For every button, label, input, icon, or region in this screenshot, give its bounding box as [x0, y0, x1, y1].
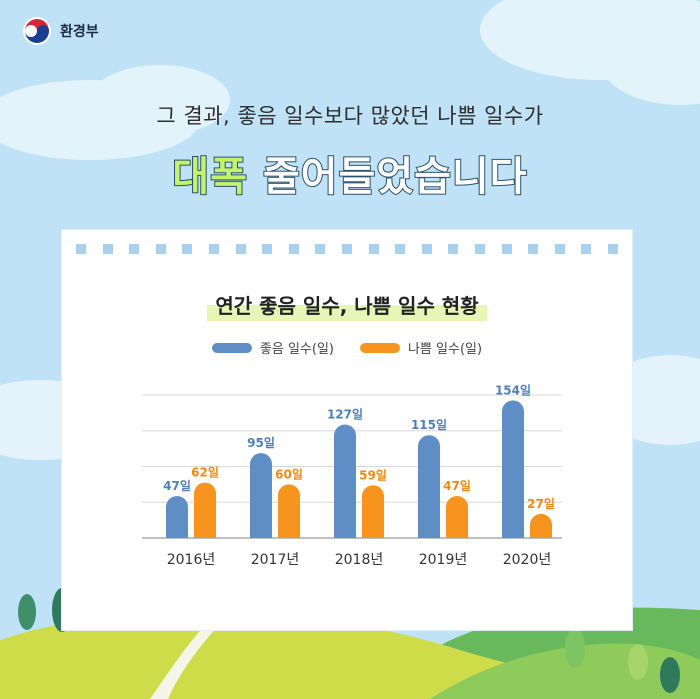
dash-mark [581, 244, 592, 254]
headline-title-rest: 줄어들었습니다 [248, 153, 528, 201]
dash-mark [155, 244, 166, 254]
headline-subtitle: 그 결과, 좋음 일수보다 많았던 나쁨 일수가 [156, 104, 544, 128]
dash-mark [341, 244, 352, 254]
dash-mark [421, 244, 432, 254]
legend-label-bad: 나쁨 일수(일) [408, 342, 483, 357]
x-tick-label: 2019년 [419, 552, 468, 568]
data-label: 27일 [527, 497, 555, 511]
dash-mark [182, 244, 193, 254]
dash-mark [448, 244, 459, 254]
cloud [600, 15, 700, 105]
legend-swatch-bad [360, 342, 400, 353]
chart-card: 연간 좋음 일수, 나쁨 일수 현황 좋음 일수(일) 나쁨 일수(일) 47일… [62, 230, 632, 630]
brand-name: 환경부 [60, 24, 99, 40]
data-label: 47일 [163, 479, 191, 493]
path-road [150, 620, 222, 699]
headline-title: 대폭 줄어들었습니다 [0, 144, 700, 202]
legend-item-good: 좋음 일수(일) [211, 338, 334, 357]
x-tick-label: 2020년 [503, 552, 552, 568]
x-tick-label: 2016년 [167, 552, 216, 568]
bar-good-days [334, 424, 356, 538]
x-tick-label: 2018년 [335, 552, 384, 568]
tree [660, 657, 680, 693]
data-label: 154일 [495, 383, 531, 397]
bar-bad-days [530, 513, 552, 538]
bar-good-days [502, 400, 524, 538]
headline-title-accent: 대폭 [171, 153, 249, 201]
dash-mark [315, 244, 326, 254]
data-label: 62일 [191, 466, 219, 480]
cloud [90, 65, 230, 135]
dash-mark [501, 244, 512, 254]
dash-mark [129, 244, 140, 254]
brand-logo: 환경부 [22, 16, 99, 46]
chart-title: 연간 좋음 일수, 나쁨 일수 현황 [207, 288, 487, 321]
dash-mark [262, 244, 273, 254]
legend-label-good: 좋음 일수(일) [259, 342, 334, 357]
dash-mark [76, 244, 86, 254]
card-dash-border [76, 244, 618, 254]
dash-mark [208, 244, 219, 254]
bar-chart: 47일62일2016년95일60일2017년127일59일2018년115일47… [142, 383, 562, 568]
legend-swatch-good [211, 342, 252, 353]
data-label: 95일 [247, 436, 275, 450]
dash-mark [528, 244, 539, 254]
dash-mark [554, 244, 565, 254]
dash-mark [102, 244, 113, 254]
chart-legend: 좋음 일수(일) 나쁨 일수(일) [62, 338, 632, 357]
bar-good-days [166, 495, 188, 538]
dash-mark [474, 244, 485, 254]
dash-mark [607, 244, 618, 254]
legend-item-bad: 나쁨 일수(일) [360, 338, 482, 357]
headline: 그 결과, 좋음 일수보다 많았던 나쁨 일수가 대폭 줄어들었습니다 [0, 100, 700, 202]
data-label: 47일 [443, 479, 471, 493]
data-label: 127일 [327, 407, 363, 421]
taegeuk-icon [23, 17, 51, 45]
x-tick-label: 2017년 [251, 552, 300, 568]
data-label: 60일 [275, 467, 303, 481]
bar-bad-days [446, 495, 468, 538]
bar-good-days [418, 435, 440, 538]
dash-mark [235, 244, 246, 254]
data-label: 59일 [359, 468, 387, 482]
bar-bad-days [194, 482, 216, 538]
bar-bad-days [362, 485, 384, 538]
tree [565, 628, 585, 668]
dash-mark [395, 244, 406, 254]
dash-mark [288, 244, 299, 254]
dash-mark [368, 244, 379, 254]
tree [18, 594, 36, 630]
data-label: 115일 [411, 418, 447, 432]
tree [628, 644, 648, 680]
bar-good-days [250, 453, 272, 538]
bar-bad-days [278, 484, 300, 538]
